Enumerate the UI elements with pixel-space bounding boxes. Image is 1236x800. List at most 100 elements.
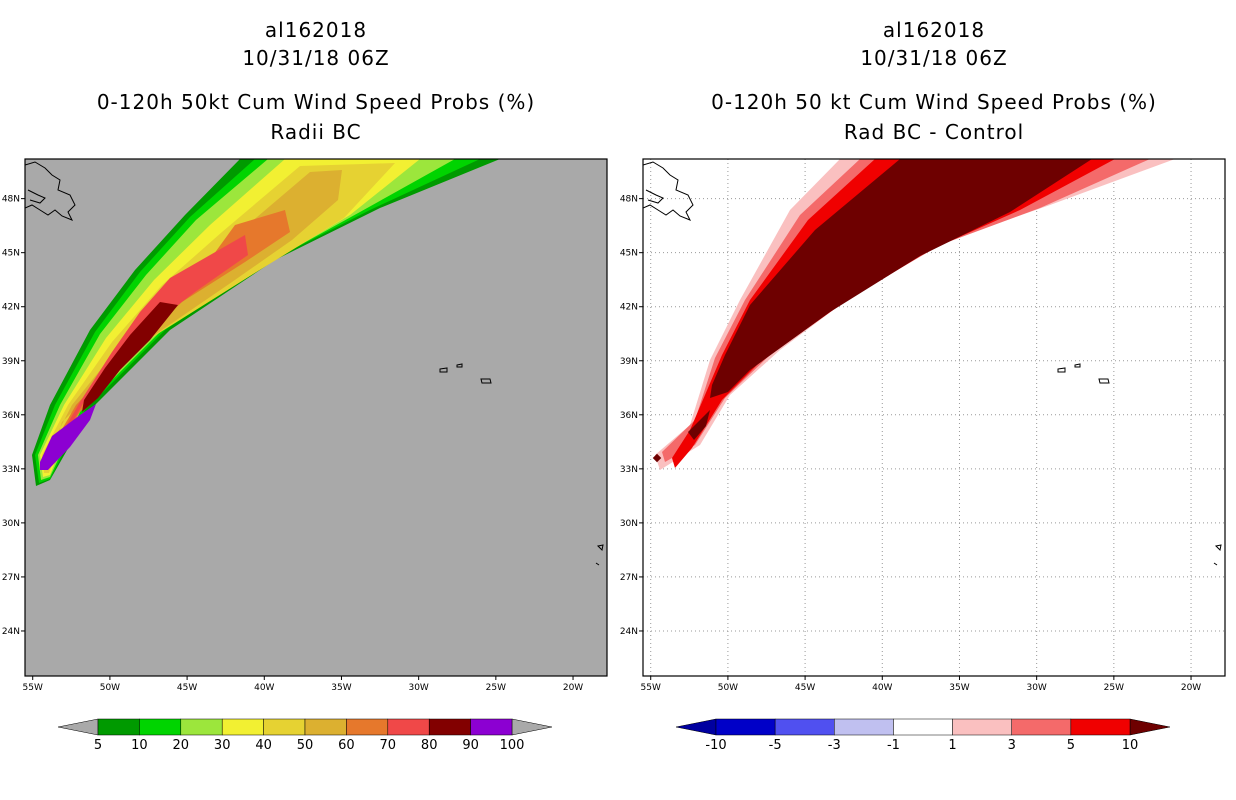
right-x-tick-label: 55W: [641, 683, 661, 693]
right-x-tick-label: 40W: [872, 683, 892, 693]
right-band-10: [710, 159, 1092, 398]
left-colorbar-label: 50: [297, 738, 314, 753]
left-datetime: 10/31/18 06Z: [242, 46, 390, 70]
left-map-background: [25, 159, 607, 676]
right-y-tick-label: 27N: [620, 573, 638, 583]
right-colorbar-swatch: [774, 718, 835, 736]
right-colorbar-label: -3: [828, 738, 841, 753]
left-x-tick-label: 55W: [23, 683, 43, 693]
right-y-tick-label: 39N: [620, 357, 638, 367]
right-colorbar-label: 3: [1008, 738, 1016, 753]
left-colorbar-label: 20: [173, 738, 190, 753]
right-x-tick-label: 35W: [949, 683, 969, 693]
right-y-tick-label: 30N: [620, 519, 638, 529]
left-y-tick-label: 30N: [2, 519, 20, 529]
left-x-tick-label: 20W: [563, 683, 583, 693]
right-subtitle: Rad BC - Control: [843, 120, 1025, 144]
right-colorbar-label: 5: [1067, 738, 1075, 753]
right-colorbar-swatch: [1070, 718, 1131, 736]
right-colorbar-under-arrow: [675, 718, 717, 736]
right-x-tick-label: 30W: [1026, 683, 1046, 693]
left-y-tick-label: 42N: [2, 303, 20, 313]
left-colorbar-label: 60: [338, 738, 355, 753]
left-y-tick-label: 48N: [2, 195, 20, 205]
left-band-70: [58, 235, 248, 445]
right-x-tick-label: 50W: [718, 683, 738, 693]
right-band-10-fragment: [688, 410, 710, 440]
right-y-tick-label: 42N: [620, 303, 638, 313]
left-storm-id: al162018: [264, 18, 368, 42]
left-coastlines: [25, 161, 604, 566]
right-colorbar-swatch: [893, 718, 953, 736]
right-y-tick-label: 33N: [620, 465, 638, 475]
right-colorbar-label: -1: [887, 738, 900, 753]
left-colorbar-swatch: [387, 718, 430, 736]
left-colorbar-swatch: [304, 718, 347, 736]
left-map-panel: 55W 50W 45W 40W 35W 30W 25W 20W 48N 45N 42N 39N 36N 3…: [2, 158, 608, 693]
left-colorbar-label: 100: [500, 738, 525, 753]
left-band-80: [82, 302, 178, 412]
right-colorbar-label: 10: [1122, 738, 1139, 753]
right-colorbar-swatch: [952, 718, 1012, 736]
left-colorbar-label: 80: [421, 738, 438, 753]
right-band-10-dot: [652, 453, 662, 463]
left-x-tick-label: 35W: [331, 683, 351, 693]
right-axis-ticks: 55W 50W 45W 40W 35W 30W 25W 20W 48N 45N 42N 39N 36N 3…: [620, 195, 1201, 693]
left-y-tick-label: 24N: [2, 627, 20, 637]
left-subtitle: Radii BC: [270, 120, 362, 144]
right-y-tick-label: 48N: [620, 195, 638, 205]
right-datetime: 10/31/18 06Z: [860, 46, 1008, 70]
right-colorbar-label: 1: [948, 738, 956, 753]
right-x-tick-label: 45W: [795, 683, 815, 693]
left-colorbar-label: 30: [214, 738, 231, 753]
left-colorbar-swatch: [263, 718, 306, 736]
left-colorbar-label: 5: [94, 738, 102, 753]
left-colorbar-over-arrow: [511, 718, 553, 736]
left-x-tick-label: 45W: [177, 683, 197, 693]
left-colorbar-under-arrow: [57, 718, 99, 736]
left-colorbar-label: 90: [462, 738, 479, 753]
right-colorbar-over-arrow: [1129, 718, 1171, 736]
right-title: 0-120h 50 kt Cum Wind Speed Probs (%): [711, 90, 1157, 114]
left-y-tick-label: 36N: [2, 411, 20, 421]
left-colorbar-swatch: [470, 718, 513, 736]
left-colorbar-swatch: [346, 718, 389, 736]
left-colorbar-label: 70: [380, 738, 397, 753]
left-band-60: [50, 210, 290, 462]
left-band-40: [42, 163, 395, 473]
left-map-frame: [24, 158, 608, 677]
left-x-tick-label: 25W: [486, 683, 506, 693]
right-y-tick-label: 24N: [620, 627, 638, 637]
left-y-tick-label: 39N: [2, 357, 20, 367]
right-colorbar-swatch: [1011, 718, 1072, 736]
right-coastlines: [643, 161, 1222, 566]
left-y-tick-label: 27N: [2, 573, 20, 583]
right-map-frame: [642, 158, 1226, 677]
right-y-tick-label: 36N: [620, 411, 638, 421]
right-colorbar-label: -5: [769, 738, 782, 753]
right-colorbar-swatch: [834, 718, 894, 736]
right-band-1: [655, 159, 1175, 470]
left-colorbar-label: 40: [255, 738, 272, 753]
left-x-tick-label: 30W: [408, 683, 428, 693]
right-x-tick-label: 20W: [1181, 683, 1201, 693]
right-colorbar-swatch: [715, 718, 776, 736]
left-title: 0-120h 50kt Cum Wind Speed Probs (%): [96, 90, 536, 114]
left-axis-ticks: 55W 50W 45W 40W 35W 30W 25W 20W 48N 45N 42N 39N 36N 3…: [2, 195, 583, 693]
right-y-tick-label: 45N: [620, 249, 638, 259]
right-colorbar: -10 -5 -3 -1 1 3 5 10: [675, 718, 1171, 753]
left-colorbar-swatch: [221, 718, 264, 736]
right-map-panel: 55W 50W 45W 40W 35W 30W 25W 20W 48N 45N 42N 39N 36N 3…: [620, 158, 1226, 693]
left-y-tick-label: 45N: [2, 249, 20, 259]
left-band-90: [40, 404, 96, 470]
right-colorbar-label: -10: [705, 738, 726, 753]
left-colorbar-swatch: [139, 718, 182, 736]
left-colorbar: 5 10 20 30 40 50 60 70 80 90 100: [57, 718, 553, 753]
left-y-tick-label: 33N: [2, 465, 20, 475]
left-x-tick-label: 40W: [254, 683, 274, 693]
right-storm-id: al162018: [882, 18, 986, 42]
right-x-tick-label: 25W: [1104, 683, 1124, 693]
left-colorbar-swatch: [97, 718, 140, 736]
left-x-tick-label: 50W: [100, 683, 120, 693]
